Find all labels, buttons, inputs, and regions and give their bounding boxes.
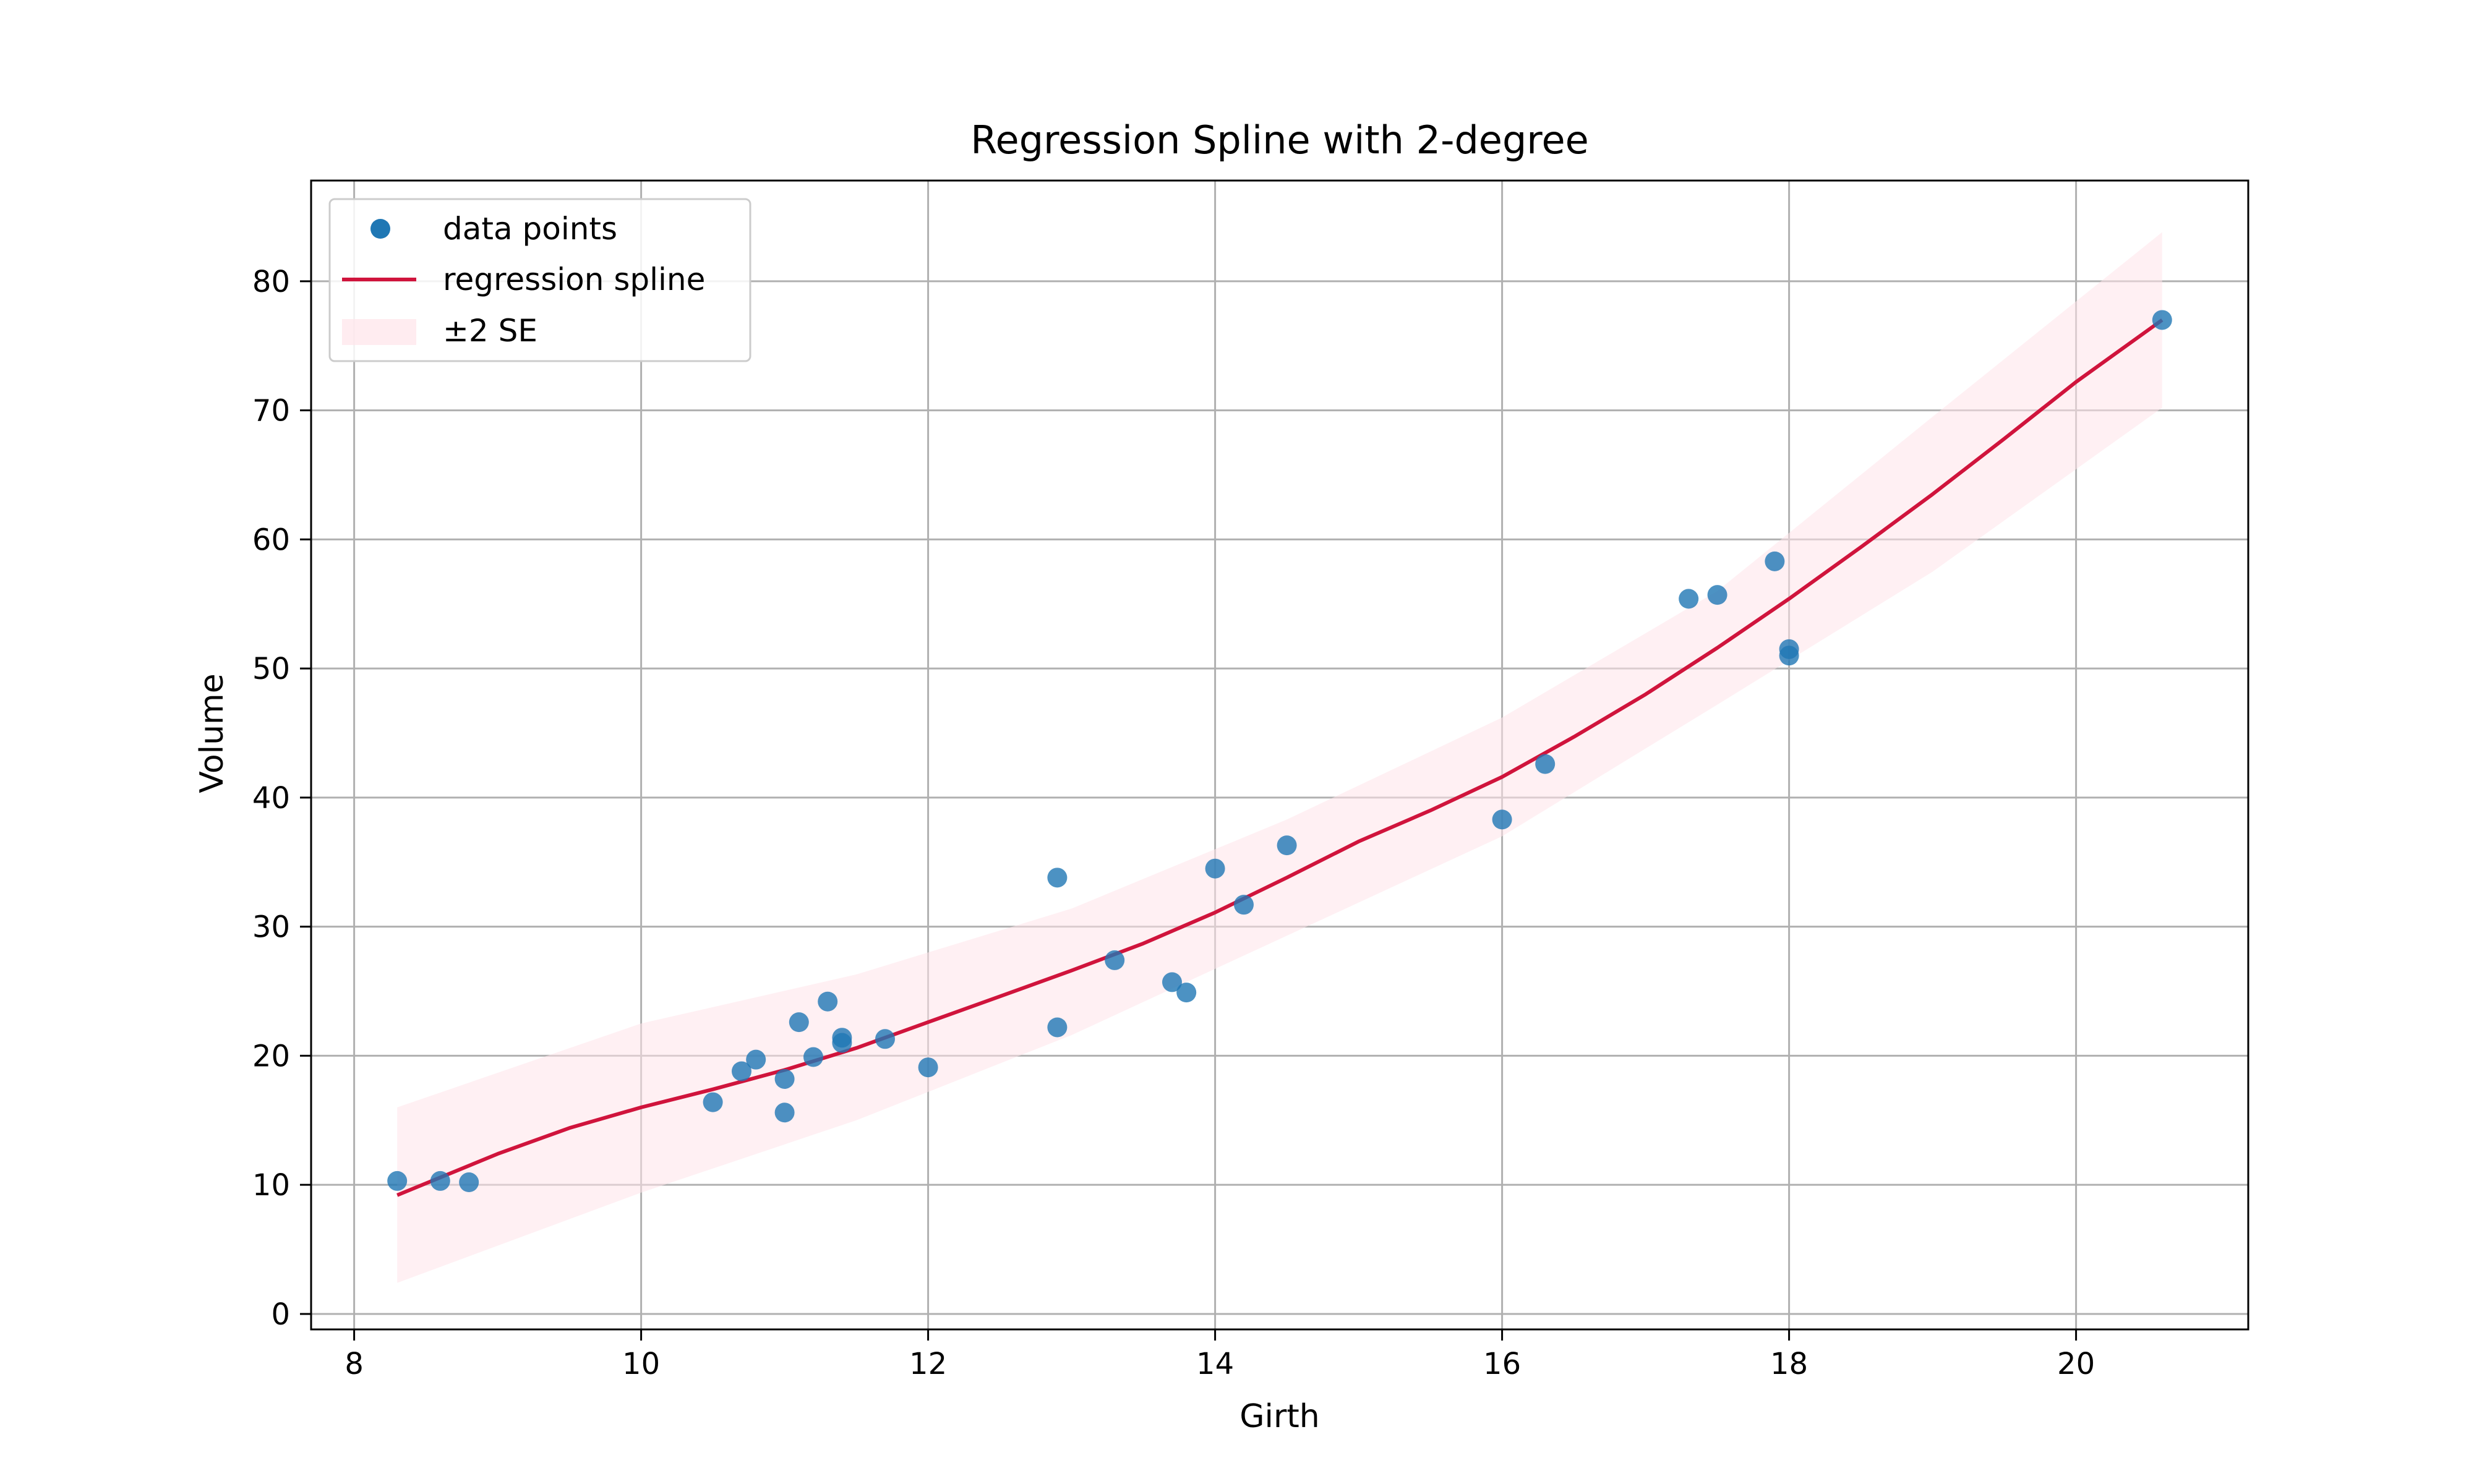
data-point bbox=[1234, 895, 1254, 915]
data-point bbox=[1105, 950, 1125, 970]
data-point bbox=[1277, 835, 1297, 856]
data-point bbox=[1176, 983, 1197, 1003]
data-point bbox=[832, 1028, 852, 1048]
data-point bbox=[1707, 585, 1727, 605]
data-point bbox=[1492, 809, 1512, 830]
y-tick-label: 10 bbox=[252, 1168, 290, 1203]
legend-marker-data-points bbox=[370, 219, 390, 239]
y-tick-label: 30 bbox=[252, 910, 290, 945]
legend-marker-se-band bbox=[342, 319, 416, 345]
x-tick-label: 10 bbox=[622, 1347, 660, 1381]
x-tick-label: 16 bbox=[1483, 1347, 1521, 1381]
data-point bbox=[1779, 646, 1799, 666]
data-point bbox=[789, 1012, 809, 1033]
y-tick-label: 20 bbox=[252, 1039, 290, 1073]
data-point bbox=[459, 1172, 479, 1193]
data-point bbox=[1765, 551, 1785, 571]
data-point bbox=[1535, 754, 1556, 774]
plot-area: 8 10 12 14 16 18 20 0 10 20 30 40 50 60 70 80 bbox=[252, 179, 2249, 1381]
data-point bbox=[430, 1171, 450, 1191]
y-tick-label: 60 bbox=[252, 522, 290, 557]
chart-title: Regression Spline with 2-degree bbox=[970, 117, 1588, 163]
data-point bbox=[732, 1061, 751, 1081]
data-point bbox=[746, 1049, 766, 1070]
y-tick-label: 0 bbox=[271, 1297, 290, 1332]
data-point bbox=[1047, 868, 1068, 888]
x-tick-label: 14 bbox=[1196, 1347, 1234, 1381]
legend-box bbox=[328, 198, 751, 362]
x-axis-label: Girth bbox=[1239, 1398, 1319, 1435]
x-tick-label: 12 bbox=[909, 1347, 947, 1381]
y-axis-label: Volume bbox=[194, 673, 231, 793]
y-tick-label: 50 bbox=[252, 652, 290, 686]
data-point bbox=[2152, 310, 2172, 330]
legend-label-regression-spline: regression spline bbox=[443, 262, 705, 297]
data-point bbox=[1205, 858, 1225, 879]
regression-spline-line bbox=[396, 318, 2164, 1197]
x-tick-label: 8 bbox=[345, 1347, 364, 1381]
y-tick-label: 80 bbox=[252, 265, 290, 299]
data-point bbox=[703, 1092, 723, 1112]
data-point bbox=[387, 1171, 408, 1191]
data-point bbox=[818, 991, 838, 1012]
data-point bbox=[774, 1068, 795, 1089]
legend: data points regression spline ±2 SE bbox=[328, 198, 751, 362]
data-point bbox=[875, 1029, 895, 1049]
legend-label-se-band: ±2 SE bbox=[443, 313, 537, 349]
y-tick-label: 70 bbox=[252, 394, 290, 429]
data-point bbox=[803, 1047, 823, 1067]
data-point bbox=[1047, 1017, 1068, 1038]
axes-frame bbox=[310, 179, 2249, 1331]
se-band bbox=[397, 232, 2162, 1283]
y-tick-label: 40 bbox=[252, 781, 290, 816]
x-tick-label: 18 bbox=[1770, 1347, 1808, 1381]
data-point bbox=[1162, 972, 1182, 992]
legend-label-data-points: data points bbox=[443, 211, 617, 247]
data-point bbox=[918, 1057, 938, 1078]
data-point bbox=[1679, 589, 1699, 609]
x-tick-label: 20 bbox=[2057, 1347, 2095, 1381]
data-point bbox=[774, 1102, 795, 1123]
